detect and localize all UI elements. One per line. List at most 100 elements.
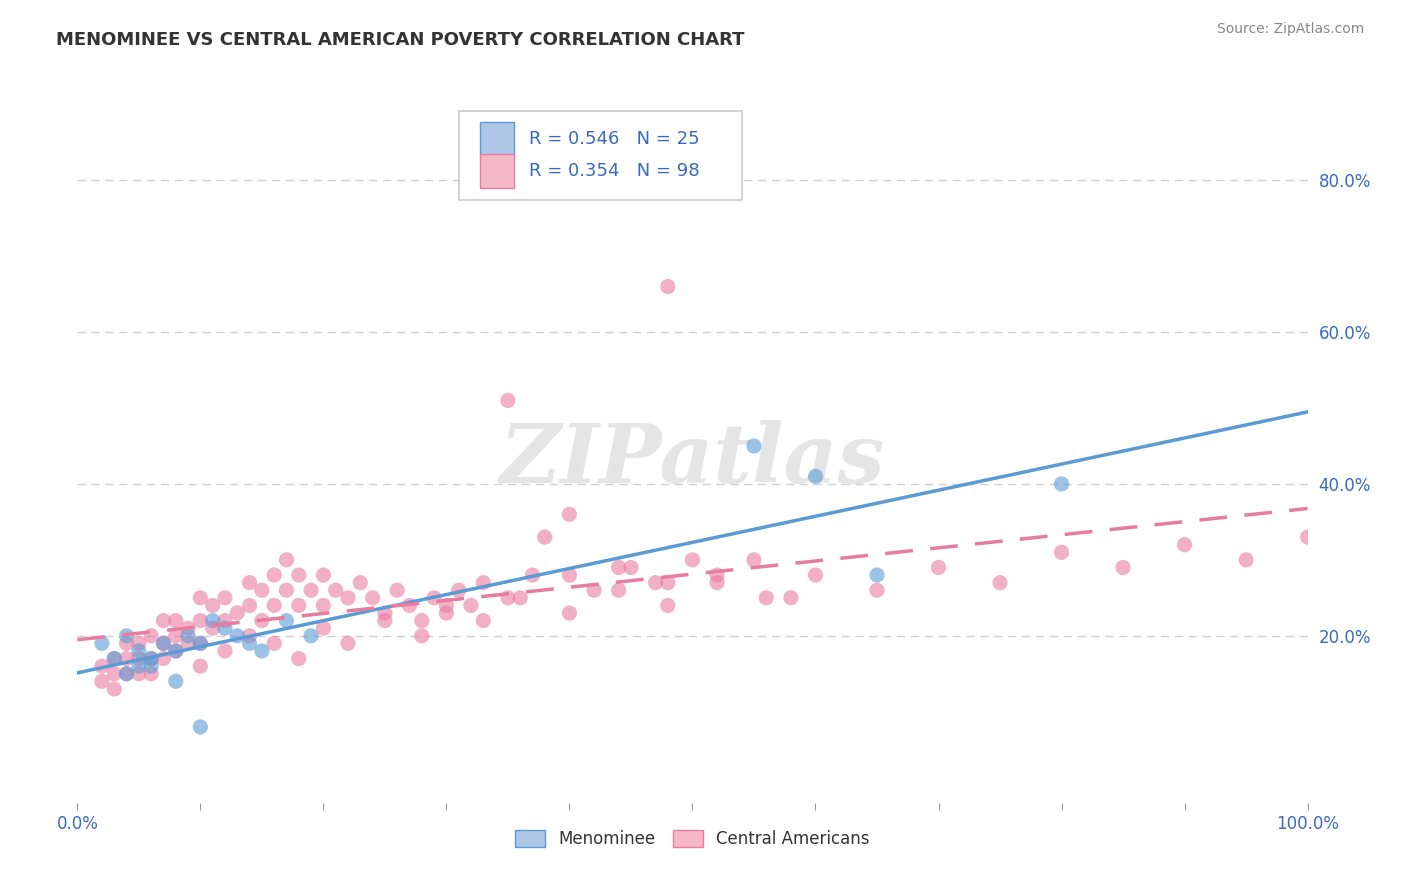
Point	[214, 621, 236, 635]
Point	[299, 583, 322, 598]
Point	[742, 439, 765, 453]
Point	[188, 636, 212, 650]
Point	[411, 614, 433, 628]
Point	[201, 621, 224, 635]
FancyBboxPatch shape	[479, 122, 515, 156]
Point	[239, 575, 262, 590]
Point	[1174, 538, 1197, 552]
Point	[103, 651, 125, 665]
Point	[496, 591, 519, 605]
Point	[349, 575, 371, 590]
Text: MENOMINEE VS CENTRAL AMERICAN POVERTY CORRELATION CHART: MENOMINEE VS CENTRAL AMERICAN POVERTY CO…	[56, 31, 745, 49]
Point	[657, 279, 679, 293]
Point	[804, 568, 827, 582]
Point	[534, 530, 557, 544]
Point	[436, 599, 458, 613]
Point	[276, 614, 298, 628]
Point	[644, 575, 666, 590]
Point	[509, 591, 531, 605]
Text: R = 0.546   N = 25: R = 0.546 N = 25	[529, 130, 699, 148]
Point	[374, 614, 396, 628]
Point	[472, 614, 495, 628]
Point	[522, 568, 544, 582]
Text: R = 0.354   N = 98: R = 0.354 N = 98	[529, 162, 699, 180]
Point	[374, 606, 396, 620]
Point	[188, 614, 212, 628]
Point	[141, 659, 163, 673]
Text: ZIPatlas: ZIPatlas	[499, 420, 886, 500]
Point	[706, 568, 728, 582]
Point	[115, 636, 138, 650]
Point	[472, 575, 495, 590]
Point	[299, 629, 322, 643]
Point	[128, 636, 150, 650]
Point	[201, 599, 224, 613]
Point	[423, 591, 446, 605]
Point	[90, 636, 114, 650]
Point	[214, 591, 236, 605]
Point	[177, 636, 200, 650]
Point	[115, 651, 138, 665]
Point	[1050, 477, 1073, 491]
Point	[165, 644, 187, 658]
Point	[398, 599, 420, 613]
Point	[460, 599, 482, 613]
Point	[583, 583, 606, 598]
Point	[1234, 553, 1257, 567]
Point	[165, 674, 187, 689]
Point	[607, 583, 630, 598]
Point	[780, 591, 803, 605]
Legend: Menominee, Central Americans: Menominee, Central Americans	[509, 823, 876, 855]
Point	[115, 666, 138, 681]
Point	[558, 508, 581, 522]
Point	[325, 583, 347, 598]
Point	[188, 659, 212, 673]
Point	[337, 591, 360, 605]
Point	[682, 553, 704, 567]
Point	[312, 599, 335, 613]
Point	[141, 629, 163, 643]
Point	[214, 614, 236, 628]
Point	[337, 636, 360, 650]
Point	[128, 666, 150, 681]
Text: Source: ZipAtlas.com: Source: ZipAtlas.com	[1216, 22, 1364, 37]
Point	[866, 568, 889, 582]
Point	[288, 651, 311, 665]
Point	[263, 599, 285, 613]
Point	[165, 614, 187, 628]
Point	[103, 666, 125, 681]
Point	[312, 568, 335, 582]
Point	[1050, 545, 1073, 559]
Point	[141, 666, 163, 681]
Point	[288, 599, 311, 613]
Point	[928, 560, 950, 574]
Point	[90, 659, 114, 673]
Point	[250, 583, 273, 598]
Point	[276, 553, 298, 567]
Point	[177, 621, 200, 635]
Point	[1296, 530, 1319, 544]
Point	[141, 651, 163, 665]
Point	[312, 621, 335, 635]
Point	[201, 614, 224, 628]
Point	[288, 568, 311, 582]
Point	[496, 393, 519, 408]
Point	[103, 651, 125, 665]
Point	[558, 606, 581, 620]
Point	[657, 575, 679, 590]
Point	[263, 568, 285, 582]
Point	[607, 560, 630, 574]
Point	[411, 629, 433, 643]
Point	[263, 636, 285, 650]
Point	[657, 599, 679, 613]
Point	[188, 591, 212, 605]
Point	[188, 720, 212, 734]
Point	[128, 651, 150, 665]
Point	[103, 681, 125, 696]
Point	[165, 644, 187, 658]
Point	[152, 636, 174, 650]
FancyBboxPatch shape	[479, 154, 515, 188]
Point	[152, 614, 174, 628]
Point	[250, 614, 273, 628]
Point	[188, 636, 212, 650]
